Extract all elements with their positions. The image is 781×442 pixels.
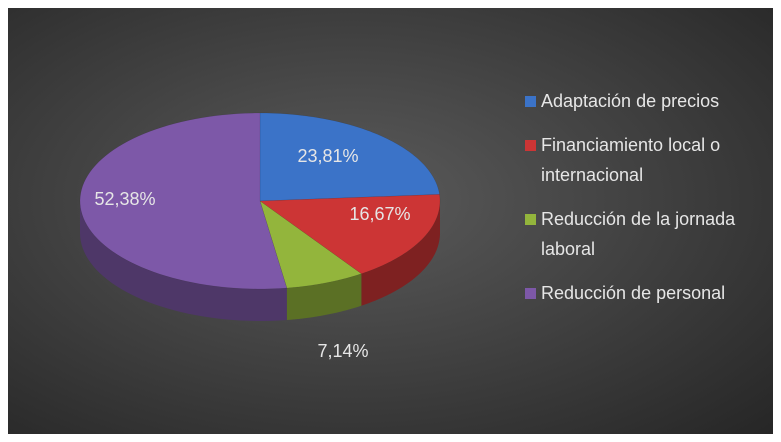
data-label: 7,14%	[317, 341, 368, 361]
legend-label: Reducción de la jornada laboral	[541, 209, 736, 259]
legend: Adaptación de precios Financiamiento loca…	[521, 86, 766, 322]
data-label: 52,38%	[94, 189, 155, 209]
legend-label: Adaptación de precios	[541, 91, 720, 111]
legend-label: Reducción de personal	[541, 283, 726, 303]
slice	[259, 194, 441, 274]
slice	[79, 112, 288, 290]
legend-item: Financiamiento local o internacional	[521, 130, 766, 190]
chart: 23,81% 16,67% 7,14% 52,38%	[79, 112, 441, 361]
legend-item: Reducción de la jornada laboral	[521, 204, 766, 264]
slice	[259, 112, 440, 202]
legend-swatch	[525, 140, 536, 151]
data-label: 23,81%	[297, 146, 358, 166]
slice-side	[361, 201, 440, 306]
data-label: 16,67%	[349, 204, 410, 224]
legend-swatch	[525, 214, 536, 225]
slice-side	[286, 273, 362, 321]
legend-swatch	[525, 288, 536, 299]
legend-item: Reducción de personal	[521, 278, 766, 308]
legend-swatch	[525, 96, 536, 107]
legend-label: Financiamiento local o internacional	[541, 135, 721, 185]
legend-item: Adaptación de precios	[521, 86, 766, 116]
slice-side	[80, 201, 287, 321]
slice	[259, 200, 362, 289]
chart-area: 23,81% 16,67% 7,14% 52,38% Adaptación de pr…	[8, 8, 773, 434]
